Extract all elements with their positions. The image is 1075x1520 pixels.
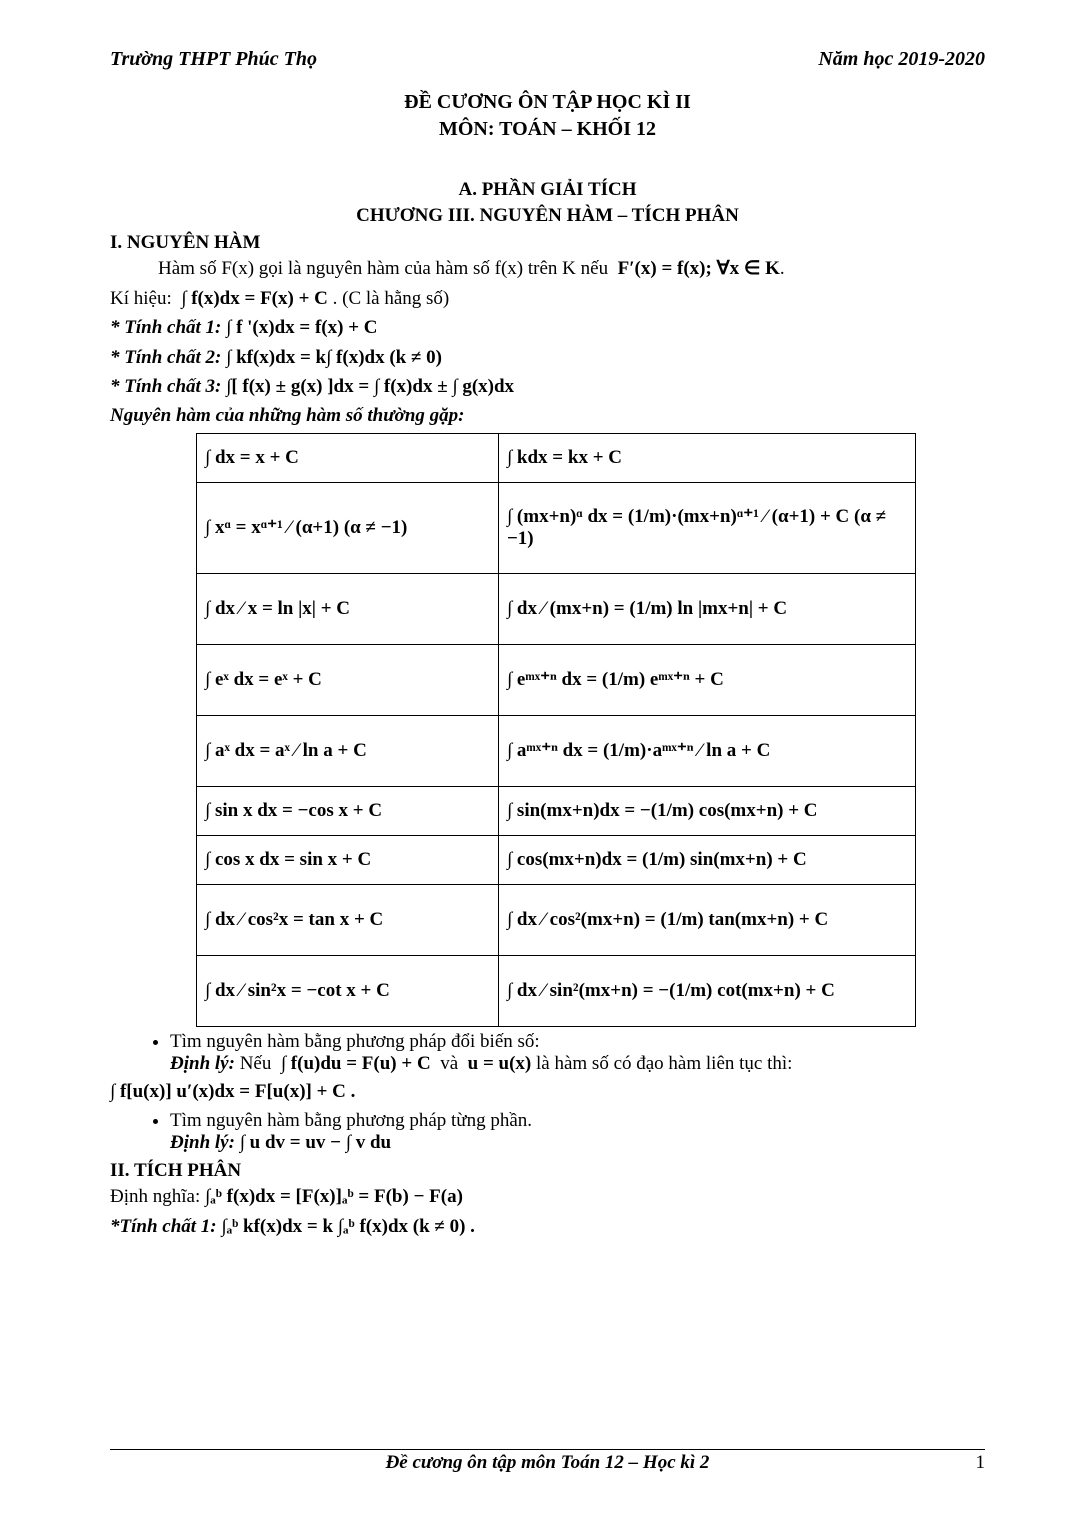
formula-cell: ∫ cos(mx+n)dx = (1/m) sin(mx+n) + C bbox=[498, 835, 915, 884]
formula-cell: ∫ eˣ dx = eˣ + C bbox=[197, 644, 499, 715]
formula-cell: ∫ dx ⁄ sin²x = −cot x + C bbox=[197, 955, 499, 1026]
title-line-2: MÔN: TOÁN – KHỐI 12 bbox=[110, 116, 985, 143]
page-footer: Đề cương ôn tập môn Toán 12 – Học kì 2 1 bbox=[110, 1449, 985, 1474]
table-row: ∫ eˣ dx = eˣ + C∫ eᵐˣ⁺ⁿ dx = (1/m) eᵐˣ⁺ⁿ… bbox=[197, 644, 916, 715]
formula-cell: ∫ kdx = kx + C bbox=[498, 433, 915, 482]
table-row: ∫ xᵅ = xᵅ⁺¹ ⁄ (α+1) (α ≠ −1)∫ (mx+n)ᵅ dx… bbox=[197, 482, 916, 573]
table-row: ∫ aˣ dx = aˣ ⁄ ln a + C∫ aᵐˣ⁺ⁿ dx = (1/m… bbox=[197, 715, 916, 786]
page-header: Trường THPT Phúc Thọ Năm học 2019-2020 bbox=[110, 48, 985, 71]
integral-definition: Định nghĩa: ∫ₐᵇ f(x)dx = [F(x)]ₐᵇ = F(b)… bbox=[110, 1182, 985, 1211]
method-substitution: Tìm nguyên hàm bằng phương pháp đổi biến… bbox=[170, 1031, 985, 1075]
heading-primitive: I. NGUYÊN HÀM bbox=[110, 232, 985, 254]
integral-table: ∫ dx = x + C∫ kdx = kx + C∫ xᵅ = xᵅ⁺¹ ⁄ … bbox=[196, 433, 916, 1027]
table-row: ∫ cos x dx = sin x + C∫ cos(mx+n)dx = (1… bbox=[197, 835, 916, 884]
heading-integral: II. TÍCH PHÂN bbox=[110, 1160, 985, 1182]
formula-cell: ∫ xᵅ = xᵅ⁺¹ ⁄ (α+1) (α ≠ −1) bbox=[197, 482, 499, 573]
formula-cell: ∫ sin(mx+n)dx = −(1/m) cos(mx+n) + C bbox=[498, 786, 915, 835]
academic-year: Năm học 2019-2020 bbox=[818, 48, 985, 71]
method-by-parts: Tìm nguyên hàm bằng phương pháp từng phầ… bbox=[170, 1110, 985, 1154]
method-list-2: Tìm nguyên hàm bằng phương pháp từng phầ… bbox=[170, 1110, 985, 1154]
formula-cell: ∫ cos x dx = sin x + C bbox=[197, 835, 499, 884]
table-row: ∫ dx ⁄ sin²x = −cot x + C∫ dx ⁄ sin²(mx+… bbox=[197, 955, 916, 1026]
section-a-heading: A. PHẦN GIẢI TÍCH CHƯƠNG III. NGUYÊN HÀM… bbox=[110, 177, 985, 228]
table-row: ∫ sin x dx = −cos x + C∫ sin(mx+n)dx = −… bbox=[197, 786, 916, 835]
formula-cell: ∫ dx = x + C bbox=[197, 433, 499, 482]
title-line-1: ĐỀ CƯƠNG ÔN TẬP HỌC KÌ II bbox=[110, 89, 985, 116]
table-row: ∫ dx ⁄ cos²x = tan x + C∫ dx ⁄ cos²(mx+n… bbox=[197, 884, 916, 955]
formula-cell: ∫ sin x dx = −cos x + C bbox=[197, 786, 499, 835]
table-caption: Nguyên hàm của những hàm số thường gặp: bbox=[110, 401, 985, 430]
formula-cell: ∫ dx ⁄ cos²x = tan x + C bbox=[197, 884, 499, 955]
formula-cell: ∫ (mx+n)ᵅ dx = (1/m)·(mx+n)ᵅ⁺¹ ⁄ (α+1) +… bbox=[498, 482, 915, 573]
property-2: * Tính chất 2: ∫ kf(x)dx = k∫ f(x)dx (k … bbox=[110, 343, 985, 372]
property-3: * Tính chất 3: ∫[ f(x) ± g(x) ]dx = ∫ f(… bbox=[110, 372, 985, 401]
table-row: ∫ dx ⁄ x = ln |x| + C∫ dx ⁄ (mx+n) = (1/… bbox=[197, 573, 916, 644]
page: Trường THPT Phúc Thọ Năm học 2019-2020 Đ… bbox=[0, 0, 1075, 1520]
part-label: A. PHẦN GIẢI TÍCH bbox=[110, 177, 985, 203]
substitution-formula: ∫ f[u(x)] u′(x)dx = F[u(x)] + C . bbox=[110, 1077, 985, 1106]
formula-cell: ∫ dx ⁄ x = ln |x| + C bbox=[197, 573, 499, 644]
formula-cell: ∫ aˣ dx = aˣ ⁄ ln a + C bbox=[197, 715, 499, 786]
formula-cell: ∫ dx ⁄ cos²(mx+n) = (1/m) tan(mx+n) + C bbox=[498, 884, 915, 955]
document-title: ĐỀ CƯƠNG ÔN TẬP HỌC KÌ II MÔN: TOÁN – KH… bbox=[110, 89, 985, 143]
integral-property-1: *Tính chất 1: ∫ₐᵇ kf(x)dx = k ∫ₐᵇ f(x)dx… bbox=[110, 1212, 985, 1241]
school-name: Trường THPT Phúc Thọ bbox=[110, 48, 317, 71]
chapter-label: CHƯƠNG III. NGUYÊN HÀM – TÍCH PHÂN bbox=[110, 203, 985, 229]
notation-text: Kí hiệu: ∫ f(x)dx = F(x) + C . (C là hằn… bbox=[110, 284, 985, 313]
definition-text: Hàm số F(x) gọi là nguyên hàm của hàm số… bbox=[110, 254, 985, 283]
method-list: Tìm nguyên hàm bằng phương pháp đổi biến… bbox=[170, 1031, 985, 1075]
formula-cell: ∫ eᵐˣ⁺ⁿ dx = (1/m) eᵐˣ⁺ⁿ + C bbox=[498, 644, 915, 715]
formula-cell: ∫ dx ⁄ (mx+n) = (1/m) ln |mx+n| + C bbox=[498, 573, 915, 644]
table-row: ∫ dx = x + C∫ kdx = kx + C bbox=[197, 433, 916, 482]
formula-cell: ∫ dx ⁄ sin²(mx+n) = −(1/m) cot(mx+n) + C bbox=[498, 955, 915, 1026]
footer-title: Đề cương ôn tập môn Toán 12 – Học kì 2 bbox=[110, 1452, 985, 1474]
property-1: * Tính chất 1: ∫ f '(x)dx = f(x) + C bbox=[110, 313, 985, 342]
formula-cell: ∫ aᵐˣ⁺ⁿ dx = (1/m)·aᵐˣ⁺ⁿ ⁄ ln a + C bbox=[498, 715, 915, 786]
